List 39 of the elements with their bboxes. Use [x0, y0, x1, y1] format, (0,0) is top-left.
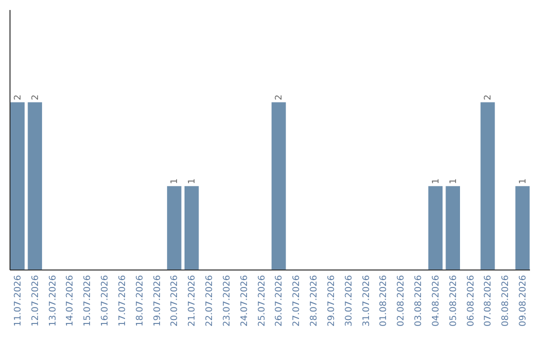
data-label: 2	[30, 94, 41, 100]
x-tick-label: 24.07.2026	[240, 274, 250, 327]
x-tick-label: 23.07.2026	[222, 274, 232, 327]
x-tick-label: 18.07.2026	[135, 274, 146, 327]
x-tick-label: 04.08.2026	[431, 274, 442, 327]
data-label: 2	[13, 94, 24, 100]
x-tick-label: 27.07.2026	[292, 274, 302, 327]
x-tick-label: 29.07.2026	[326, 274, 337, 327]
x-tick-label: 15.07.2026	[83, 274, 94, 327]
x-tick-label: 11.07.2026	[13, 274, 24, 327]
x-tick-label: 01.08.2026	[379, 274, 390, 327]
data-label: 1	[170, 178, 180, 184]
x-tick-label: 17.07.2026	[118, 274, 128, 327]
x-tick-label: 03.08.2026	[414, 274, 424, 327]
x-tick-label: 09.08.2026	[518, 274, 529, 327]
x-tick-label: 14.07.2026	[66, 274, 76, 327]
x-tick-label: 25.07.2026	[257, 274, 268, 327]
data-label: 2	[484, 94, 494, 100]
data-label: 2	[274, 94, 285, 100]
x-tick-label: 21.07.2026	[188, 274, 198, 327]
x-tick-label: 22.07.2026	[205, 274, 216, 327]
x-tick-label: 30.07.2026	[344, 274, 354, 327]
x-tick-label: 08.08.2026	[501, 274, 512, 327]
data-label: 1	[518, 178, 529, 184]
x-tick-label: 26.07.2026	[274, 274, 285, 327]
x-tick-label: 28.07.2026	[310, 274, 320, 327]
x-tick-label: 12.07.2026	[30, 274, 41, 327]
data-label: 1	[431, 178, 442, 184]
x-tick-label: 20.07.2026	[170, 274, 180, 327]
x-tick-label: 13.07.2026	[48, 274, 58, 327]
x-tick-label: 16.07.2026	[100, 274, 111, 327]
x-tick-label: 07.08.2026	[484, 274, 494, 327]
x-tick-label: 31.07.2026	[362, 274, 372, 327]
data-label: 1	[188, 178, 198, 184]
x-tick-label: 02.08.2026	[396, 274, 407, 327]
x-tick-label: 19.07.2026	[152, 274, 163, 327]
x-tick-label: 06.08.2026	[466, 274, 476, 327]
x-tick-label: 05.08.2026	[448, 274, 459, 327]
data-label: 1	[448, 178, 459, 184]
